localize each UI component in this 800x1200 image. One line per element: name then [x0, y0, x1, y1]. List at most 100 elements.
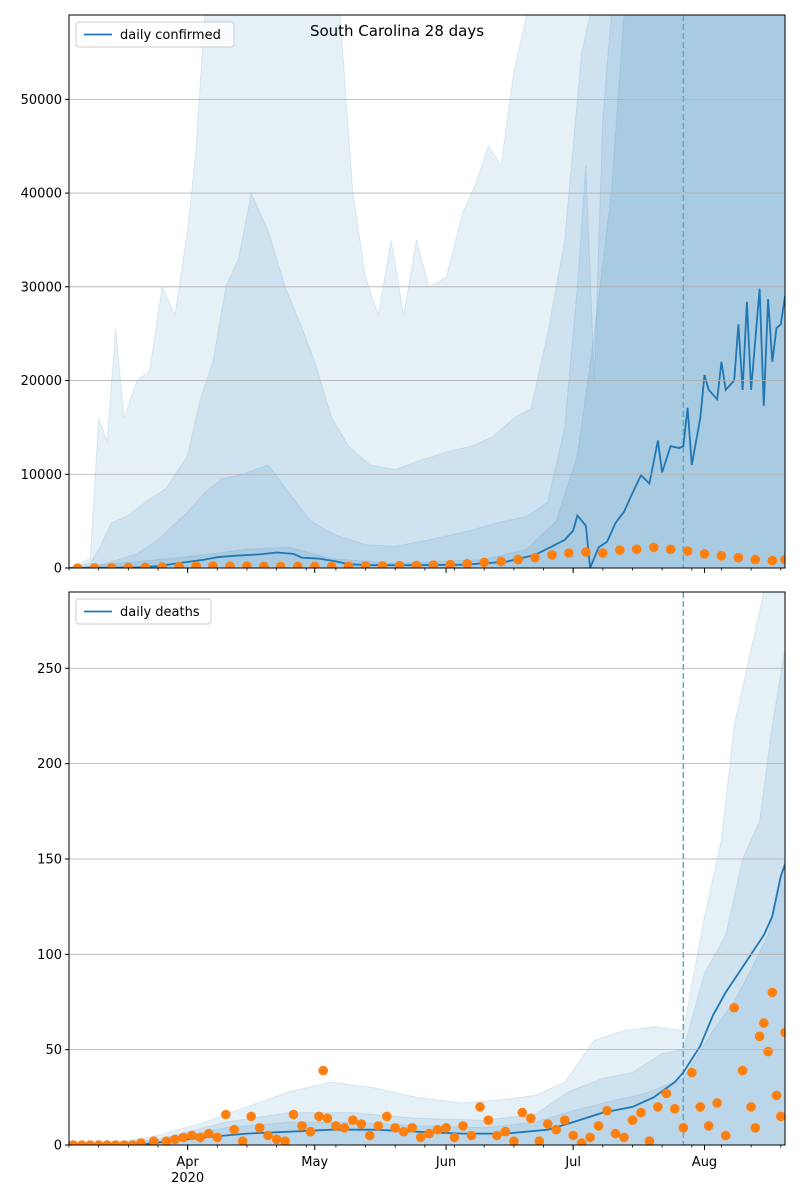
observed-point [343, 561, 354, 568]
y-tick-label: 10000 [21, 468, 62, 483]
y-tick-label: 0 [54, 1139, 62, 1154]
observed-point [780, 1027, 785, 1038]
observed-point [119, 1140, 129, 1145]
observed-point [85, 1140, 95, 1145]
observed-point [225, 561, 235, 568]
observed-point [309, 561, 320, 568]
observed-point [348, 1115, 358, 1125]
observed-point [750, 554, 761, 565]
observed-point [259, 561, 269, 568]
observed-point [564, 548, 574, 558]
observed-point [72, 563, 83, 568]
observed-point [500, 1126, 511, 1137]
legend-box [75, 21, 235, 48]
observed-point [242, 561, 252, 568]
observed-point [365, 1130, 375, 1141]
y-tick-label: 50 [45, 1043, 62, 1058]
legend-label: daily deaths [120, 605, 200, 620]
confidence-band-outer [69, 592, 785, 1145]
observed-point [110, 1140, 121, 1145]
observed-point [373, 1121, 384, 1131]
observed-point [174, 561, 184, 568]
confidence-band-middle [69, 649, 785, 1145]
observed-point [648, 542, 659, 553]
y-tick-label: 0 [54, 562, 62, 577]
observed-point [204, 1128, 214, 1139]
observed-point [411, 560, 422, 568]
observed-point [678, 1123, 689, 1133]
observed-point [716, 551, 727, 561]
observed-point [398, 1126, 409, 1137]
observed-point [619, 1132, 629, 1143]
observed-point [148, 1136, 159, 1145]
observed-point [542, 1119, 553, 1129]
observed-point [682, 546, 693, 556]
observed-point [161, 1136, 172, 1145]
observed-point [178, 1132, 189, 1143]
observed-point [394, 560, 405, 568]
observed-point [483, 1115, 494, 1125]
observed-point [576, 1138, 587, 1145]
observed-point [305, 1126, 316, 1137]
observed-point [547, 550, 557, 560]
observed-point [441, 1123, 451, 1133]
observed-point [445, 559, 456, 568]
observed-point [297, 1121, 307, 1131]
observed-point [720, 1130, 731, 1141]
y-tick-label: 100 [37, 948, 62, 963]
deaths-panel: 0 50 100 150 200 250 Apr May Jun Jul Aug 2020 daily … [37, 591, 786, 1186]
observed-point [644, 1136, 655, 1145]
x-year-label: 2020 [171, 1171, 204, 1186]
observed-point [780, 554, 785, 565]
observed-point [322, 1113, 333, 1124]
observed-point [127, 1140, 138, 1145]
observed-point [237, 1136, 248, 1145]
confidence-band-outer [69, 15, 785, 568]
observed-point [407, 1123, 418, 1133]
x-tick-label: May [301, 1155, 328, 1170]
observed-point [339, 1123, 350, 1133]
observed-point [187, 1130, 197, 1141]
observed-point [593, 1121, 604, 1131]
observed-point [449, 1132, 460, 1143]
observed-point [585, 1132, 595, 1143]
observed-point [360, 561, 371, 568]
observed-point [661, 1088, 672, 1099]
y-tick-label: 20000 [21, 374, 62, 389]
observed-point [102, 1140, 112, 1145]
observed-point [665, 544, 676, 555]
observed-point [280, 1136, 290, 1145]
observed-point [89, 563, 100, 568]
observed-point [69, 1140, 78, 1145]
observed-point [776, 1111, 785, 1122]
confidence-band-inner [69, 858, 785, 1145]
observed-point [390, 1123, 401, 1133]
observed-point [271, 1134, 282, 1145]
observed-point [581, 547, 591, 557]
plot-area [69, 592, 785, 1145]
observed-point [432, 1124, 443, 1135]
observed-point [492, 1130, 502, 1141]
observed-point [106, 563, 117, 568]
observed-point [331, 1121, 341, 1131]
observed-point [559, 1115, 570, 1125]
observed-point [771, 1090, 782, 1101]
observed-point [191, 561, 201, 568]
observed-point [157, 562, 167, 568]
observed-point [415, 1132, 426, 1143]
y-tick-label: 150 [37, 852, 62, 867]
observed-point [627, 1115, 638, 1125]
observed-point [750, 1123, 761, 1133]
x-tick-label: Apr [176, 1155, 199, 1170]
y-tick-label: 40000 [21, 187, 62, 202]
observed-point [737, 1065, 748, 1076]
confidence-band-inner [69, 15, 785, 568]
observed-point [496, 556, 506, 567]
y-tick-label: 30000 [21, 280, 62, 295]
observed-point [263, 1130, 273, 1141]
observed-point [458, 1121, 468, 1131]
observed-point [93, 1140, 104, 1145]
observed-point [212, 1132, 223, 1143]
observed-point [636, 1107, 646, 1118]
